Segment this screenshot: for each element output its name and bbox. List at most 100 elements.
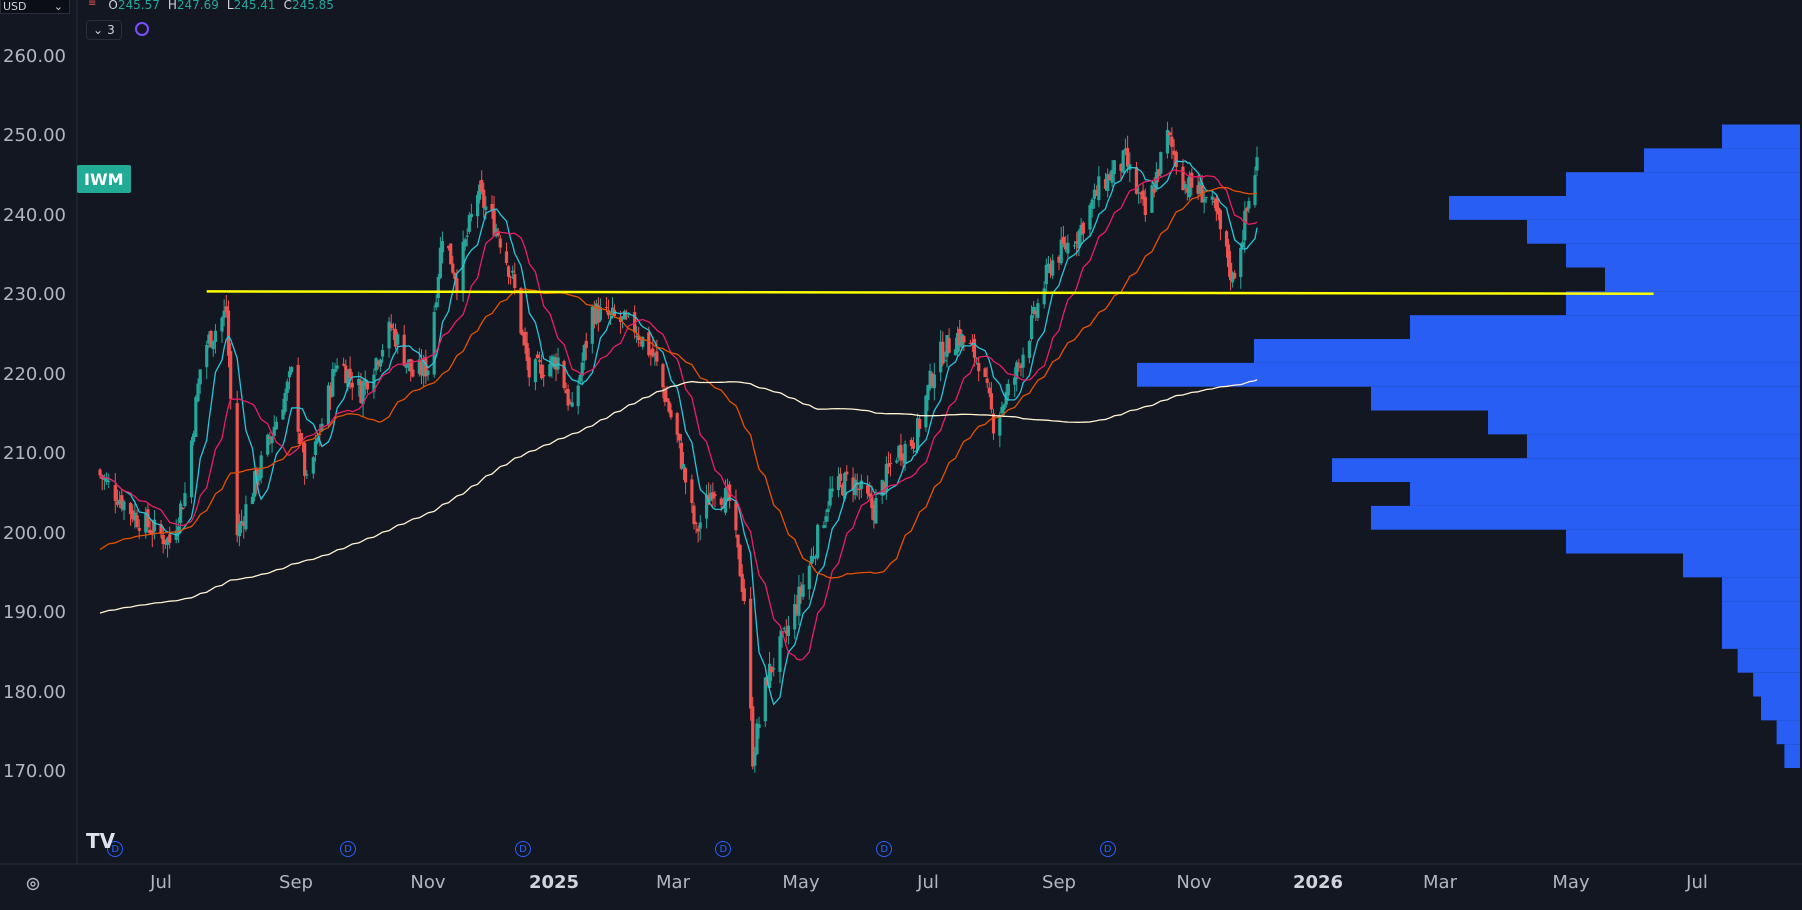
candle-body: [326, 385, 331, 426]
volume-profile-bar: [1254, 339, 1800, 363]
volume-profile-bar: [1371, 505, 1800, 530]
candle-body: [239, 520, 244, 524]
candle-body: [348, 368, 352, 378]
candle-body: [568, 401, 572, 403]
candle-body: [1106, 174, 1110, 191]
candle-body: [1042, 288, 1046, 305]
candle-body: [257, 475, 261, 481]
candle-body: [1214, 198, 1218, 212]
candle-body: [653, 353, 657, 355]
sync-icon[interactable]: [135, 22, 149, 36]
candle-body: [527, 357, 531, 378]
candle-body: [641, 336, 645, 347]
time-tick-label: May: [1552, 872, 1590, 893]
candle-body: [311, 457, 315, 474]
candle-body: [1210, 196, 1214, 200]
volume-profile-bar: [1722, 577, 1800, 602]
candle-body: [786, 625, 791, 636]
top-bar: USD ⌄: [0, 0, 70, 14]
dividend-marker[interactable]: D: [715, 841, 732, 857]
candle-body: [1064, 243, 1068, 250]
candle-body: [1243, 210, 1247, 241]
indicator-count: 3: [107, 23, 115, 37]
candle-body: [784, 630, 788, 634]
candle-body: [698, 522, 702, 529]
candle-body: [1196, 185, 1200, 194]
candle-body: [447, 245, 451, 249]
candle-body: [1013, 377, 1017, 385]
candle-body: [104, 478, 109, 482]
candle-body: [977, 362, 981, 372]
volume-profile-bar: [1722, 601, 1800, 626]
candle-body: [763, 677, 767, 722]
volume-profile-bar: [1332, 458, 1800, 483]
candle-body: [793, 604, 797, 630]
candle-body: [298, 433, 302, 445]
candle-body: [570, 402, 574, 407]
candle-body: [734, 501, 738, 531]
candle-body: [564, 390, 568, 394]
candle-body: [1088, 205, 1092, 230]
candle-body: [677, 433, 681, 441]
candle-body: [1036, 303, 1040, 318]
candle-body: [836, 476, 841, 491]
candle-body: [465, 235, 469, 237]
candle-body: [983, 368, 987, 377]
ma-200-line: [99, 378, 1258, 614]
dividend-marker[interactable]: D: [1099, 841, 1116, 857]
candle-body: [303, 442, 307, 476]
settings-icon[interactable]: [25, 876, 41, 892]
candle-body: [947, 338, 951, 353]
candle-body: [213, 330, 218, 343]
candle-body: [1066, 242, 1070, 254]
candle-body: [651, 348, 655, 357]
candle-body: [163, 539, 167, 545]
indicators-toggle[interactable]: ⌄ 3: [86, 20, 122, 40]
chevron-down-icon: ⌄: [53, 0, 63, 13]
candle-body: [451, 263, 455, 273]
candle-body: [749, 598, 753, 709]
candle-body: [237, 523, 241, 537]
candle-body: [1212, 200, 1216, 203]
candle-body: [511, 270, 515, 273]
candle-body: [1092, 189, 1097, 199]
high-label: H: [167, 0, 177, 12]
dividend-marker[interactable]: D: [515, 841, 532, 857]
time-tick-label: Nov: [410, 872, 446, 893]
price-tick-label: 260.00: [3, 46, 66, 67]
dividend-marker[interactable]: D: [107, 841, 124, 857]
currency-select[interactable]: USD ⌄: [0, 0, 70, 14]
candle-body: [222, 310, 226, 318]
candle-body: [991, 413, 996, 434]
candle-body: [542, 374, 546, 377]
candle-body: [475, 194, 480, 217]
candle-body: [606, 310, 611, 316]
candle-body: [1061, 236, 1066, 244]
candle-body: [290, 367, 294, 373]
candle-body: [318, 433, 322, 435]
candle-body: [509, 276, 513, 278]
candle-body: [365, 381, 370, 390]
candle-body: [409, 359, 413, 372]
candle-body: [144, 512, 148, 533]
price-tick-label: 220.00: [3, 363, 66, 385]
candle-body: [998, 415, 1002, 436]
candle-body: [1174, 152, 1178, 168]
symbol-menu-icon[interactable]: ≡: [88, 0, 97, 9]
dividend-marker[interactable]: D: [339, 841, 356, 857]
candle-body: [1168, 132, 1172, 136]
candle-body: [1216, 207, 1220, 215]
candle-body: [1059, 239, 1063, 264]
open-label: O: [108, 0, 118, 12]
candle-body: [723, 488, 728, 513]
candle-body: [449, 243, 453, 265]
candle-body: [888, 462, 893, 464]
dividend-marker[interactable]: D: [876, 841, 893, 857]
candle-body: [196, 383, 200, 402]
candle-body: [1255, 157, 1259, 171]
candle-body: [584, 340, 588, 348]
volume-profile-bar: [1784, 744, 1800, 769]
candle-body: [960, 333, 964, 348]
candle-body: [633, 312, 637, 333]
